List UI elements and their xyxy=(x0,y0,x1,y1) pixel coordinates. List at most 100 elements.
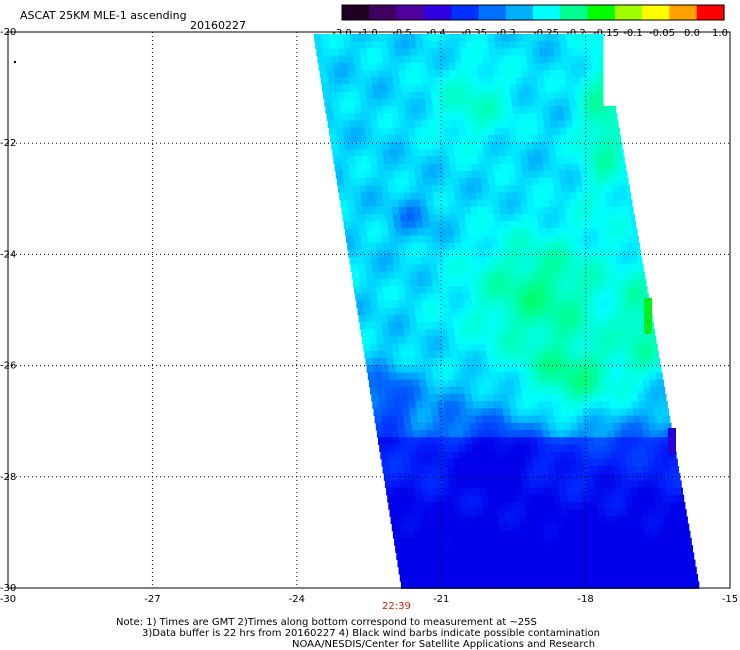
swath-cell xyxy=(528,250,536,258)
swath-cell xyxy=(614,430,623,438)
swath-cell xyxy=(612,192,621,201)
swath-cell xyxy=(436,394,444,402)
swath-cell xyxy=(437,358,446,366)
swath-cell xyxy=(455,422,463,431)
swath-cell xyxy=(518,98,527,107)
swath-cell xyxy=(559,264,568,273)
swath-cell xyxy=(582,91,590,100)
swath-cell xyxy=(488,494,496,503)
swath-cell xyxy=(627,192,632,201)
swath-cell xyxy=(342,34,351,42)
swath-cell xyxy=(369,62,377,71)
swath-cell xyxy=(509,178,518,186)
swath-cell xyxy=(340,156,349,165)
swath-cell xyxy=(453,365,461,373)
swath-cell xyxy=(472,444,481,453)
swath-cell xyxy=(435,480,443,489)
swath-cell xyxy=(473,401,481,409)
swath-cell xyxy=(412,430,421,438)
swath-cell xyxy=(528,480,537,489)
swath-cell xyxy=(391,156,399,165)
swath-cell xyxy=(507,343,515,352)
swath-cell xyxy=(563,559,571,568)
swath-cell xyxy=(483,372,491,381)
swath-cell xyxy=(545,494,554,503)
swath-cell xyxy=(643,473,651,481)
swath-cell xyxy=(464,394,473,402)
swath-cell xyxy=(393,444,402,453)
swath-cell xyxy=(535,386,544,395)
swath-cell xyxy=(589,48,598,57)
swath-cell xyxy=(481,134,489,143)
swath-cell xyxy=(477,199,485,208)
swath-cell xyxy=(631,307,639,316)
swath-cell xyxy=(516,41,525,49)
swath-cell xyxy=(510,48,519,57)
swath-cell xyxy=(602,487,610,496)
swath-cell xyxy=(452,545,461,553)
swath-cell xyxy=(397,106,406,114)
swath-cell xyxy=(447,55,455,64)
swath-cell xyxy=(422,264,431,273)
swath-cell xyxy=(467,48,476,57)
swath-cell xyxy=(338,98,347,107)
swath-cell xyxy=(424,322,433,330)
swath-cell xyxy=(604,185,613,193)
swath-cell xyxy=(620,329,628,337)
colorbar-tick-label: -0.1 xyxy=(623,28,643,39)
swath-cell xyxy=(556,242,564,251)
swath-cell xyxy=(490,235,498,244)
swath-cell xyxy=(423,408,432,417)
swath-cell xyxy=(451,221,460,229)
swath-cell xyxy=(488,228,497,237)
swath-cell xyxy=(385,163,393,172)
swath-cell xyxy=(429,34,437,42)
swath-cell xyxy=(595,581,603,589)
swath-cell xyxy=(550,386,558,395)
swath-cell xyxy=(400,581,409,589)
swath-cell xyxy=(538,538,546,546)
colorbar: -3.0 -1.0 -0.5 -0.4 -0.35 -0.3 -0.25 -0.2 -0.15-… xyxy=(332,4,728,39)
swath-cell xyxy=(369,250,378,258)
swath-cell xyxy=(415,401,424,409)
swath-cell xyxy=(499,293,507,301)
swath-cell xyxy=(433,106,442,114)
swath-cell xyxy=(526,509,534,517)
swath-cell xyxy=(598,466,607,474)
swath-cell xyxy=(510,185,519,193)
swath-cell xyxy=(649,466,657,474)
swath-cell xyxy=(627,466,636,474)
swath-cell xyxy=(553,134,561,143)
swath-cell xyxy=(404,286,413,294)
swath-cell xyxy=(522,120,530,129)
swath-cell xyxy=(677,552,685,561)
swath-cell xyxy=(525,552,534,561)
swath-cell xyxy=(506,566,515,575)
swath-cell xyxy=(527,336,536,345)
swath-cell xyxy=(508,170,517,179)
swath-cell xyxy=(352,48,360,57)
swath-cell xyxy=(501,127,510,136)
swath-cell xyxy=(455,199,464,208)
swath-cell xyxy=(442,480,451,489)
swath-cell xyxy=(393,487,401,496)
swath-cell xyxy=(425,466,434,474)
swath-cell xyxy=(447,192,455,201)
swath-cell xyxy=(613,149,621,157)
swath-cell xyxy=(606,559,614,568)
swath-cell xyxy=(473,264,481,273)
swath-cell xyxy=(484,430,493,438)
swath-cell xyxy=(474,322,483,330)
swath-cell xyxy=(560,494,568,503)
swath-cell xyxy=(476,466,484,474)
colorbar-tick-label: -0.15 xyxy=(593,28,619,39)
swath-cell xyxy=(471,523,479,532)
swath-cell xyxy=(650,473,658,481)
swath-cell xyxy=(552,264,560,273)
swath-cell xyxy=(519,286,528,294)
swath-cell xyxy=(464,300,472,309)
swath-cell xyxy=(459,494,467,503)
swath-cell xyxy=(605,192,614,201)
swath-cell xyxy=(323,48,332,57)
swath-cell xyxy=(434,336,442,345)
